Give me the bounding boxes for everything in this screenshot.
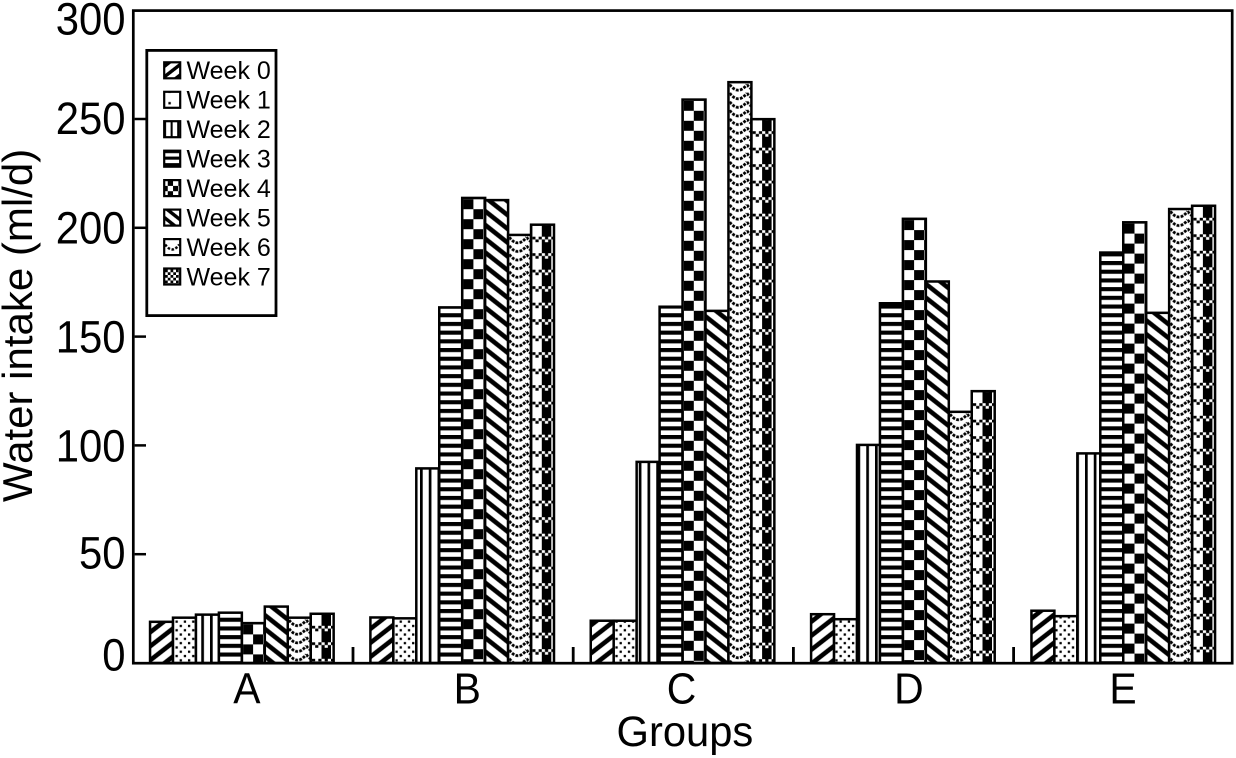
svg-text:Week 5: Week 5: [187, 205, 271, 233]
svg-text:Week 2: Week 2: [187, 116, 271, 144]
svg-text:50: 50: [79, 529, 126, 579]
svg-text:B: B: [454, 664, 481, 712]
svg-text:150: 150: [56, 313, 126, 363]
svg-text:E: E: [1109, 664, 1136, 712]
svg-text:Week 4: Week 4: [187, 175, 271, 203]
svg-text:Week 7: Week 7: [187, 263, 271, 291]
svg-text:Week 0: Week 0: [187, 57, 271, 85]
svg-text:300: 300: [56, 0, 126, 45]
svg-text:Week 1: Week 1: [187, 87, 271, 115]
svg-text:D: D: [894, 664, 924, 712]
svg-text:Week 3: Week 3: [187, 146, 271, 174]
svg-text:200: 200: [56, 204, 126, 254]
svg-text:0: 0: [102, 631, 125, 681]
svg-text:Week 6: Week 6: [187, 234, 271, 262]
svg-text:C: C: [667, 664, 697, 712]
svg-text:Water intake (ml/d): Water intake (ml/d): [0, 149, 41, 502]
svg-text:100: 100: [56, 422, 126, 472]
svg-text:Groups: Groups: [617, 707, 754, 755]
svg-text:A: A: [233, 664, 261, 712]
svg-text:250: 250: [56, 95, 126, 145]
